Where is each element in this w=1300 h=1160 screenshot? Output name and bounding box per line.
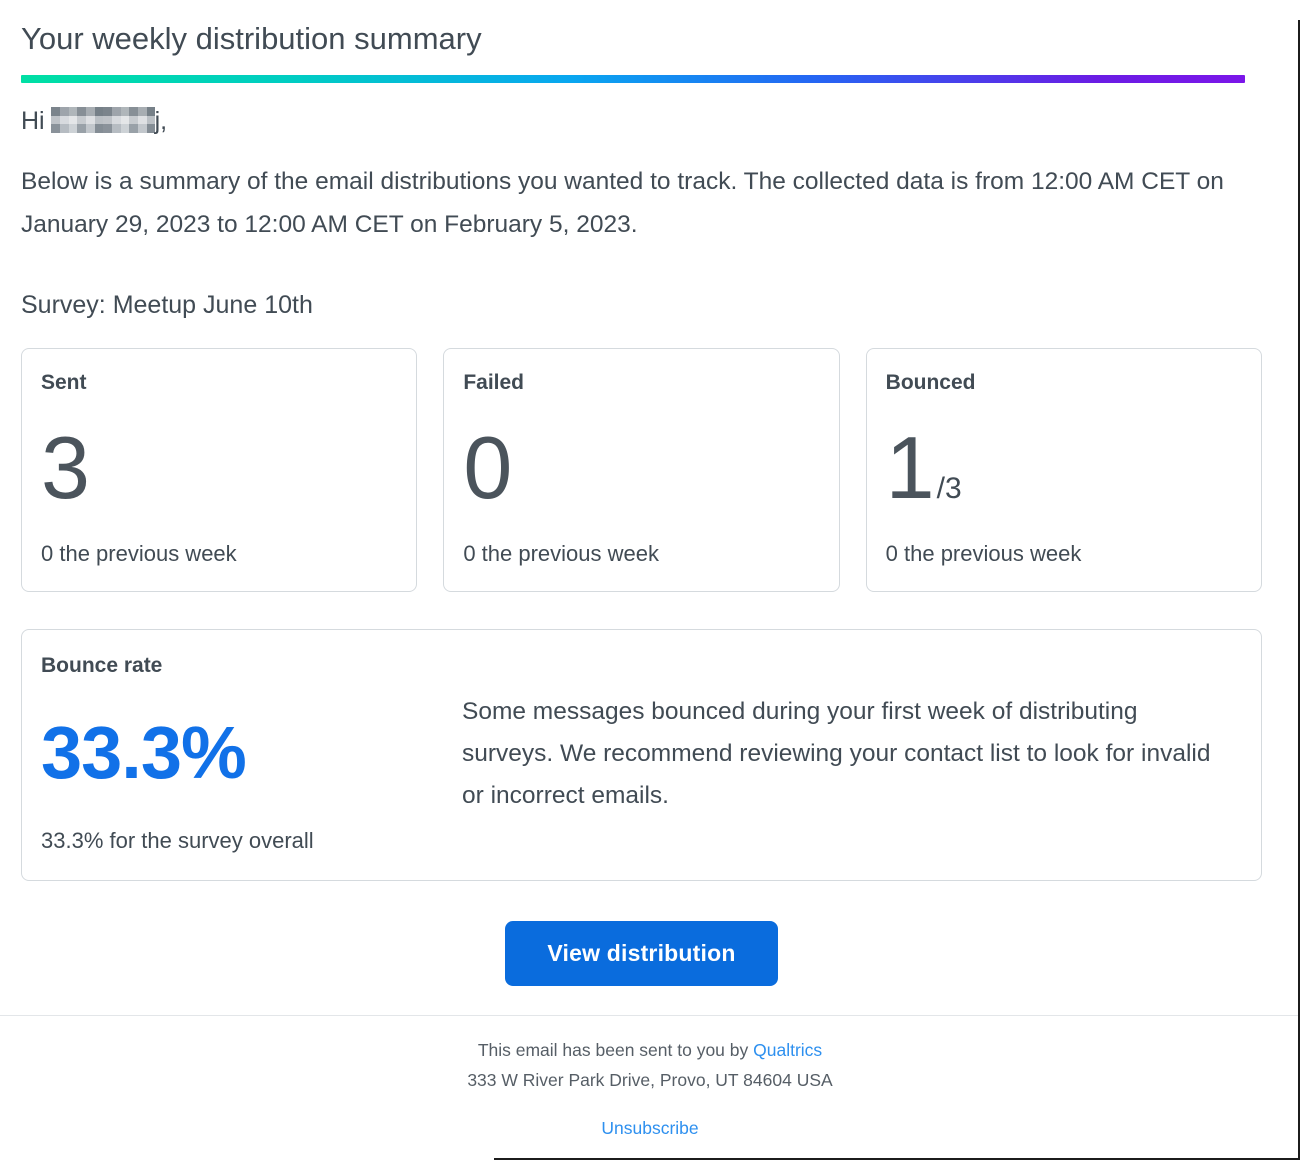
redacted-recipient-name: [50, 107, 155, 133]
greeting-line: Hi j,: [21, 106, 1262, 136]
stat-caption: 0 the previous week: [885, 541, 1082, 566]
email-footer: This email has been sent to you by Qualt…: [0, 1035, 1300, 1143]
cta-row: View distribution: [21, 921, 1262, 986]
stat-total: /3: [936, 472, 962, 505]
greeting-prefix: Hi: [21, 107, 45, 135]
email-content: Your weekly distribution summary Hi j, Be…: [0, 20, 1300, 986]
sent-by-text: This email has been sent to you by: [477, 1040, 754, 1060]
bounce-rate-left-column: Bounce rate 33.3% 33.3% for the survey o…: [41, 654, 426, 854]
brand-gradient-bar: [21, 75, 1245, 83]
sent-by-line: This email has been sent to you by Qualt…: [0, 1035, 1300, 1065]
stat-value: 1: [885, 418, 935, 517]
address-line: 333 W River Park Drive, Provo, UT 84604 …: [467, 1070, 833, 1090]
stat-value-row: 1/3: [886, 424, 1241, 512]
stat-value-row: 0: [463, 424, 818, 512]
bounce-rate-value: 33.3%: [41, 711, 247, 794]
footer-divider: [0, 1015, 1300, 1016]
stat-value: 3: [41, 418, 90, 517]
stat-card-sent: Sent 3 0 the previous week: [21, 348, 418, 592]
summary-intro-text: Below is a summary of the email distribu…: [21, 168, 1224, 238]
email-page: Your weekly distribution summary Hi j, Be…: [0, 20, 1300, 1160]
qualtrics-link[interactable]: Qualtrics: [753, 1040, 823, 1060]
stat-card-failed: Failed 0 0 the previous week: [443, 348, 840, 592]
bounce-rate-label: Bounce rate: [41, 654, 163, 677]
stat-caption: 0 the previous week: [41, 541, 237, 566]
screenshot-right-edge: [1298, 20, 1300, 1160]
stat-card-bounced: Bounced 1/3 0 the previous week: [865, 348, 1262, 592]
greeting-suffix: j,: [154, 107, 168, 135]
bounce-rate-card: Bounce rate 33.3% 33.3% for the survey o…: [21, 629, 1262, 881]
survey-name-heading: Survey: Meetup June 10th: [21, 291, 313, 319]
unsubscribe-link[interactable]: Unsubscribe: [601, 1118, 699, 1138]
stat-label: Failed: [463, 371, 525, 394]
bounce-rate-caption: 33.3% for the survey overall: [41, 828, 314, 853]
unsubscribe-row: Unsubscribe: [0, 1113, 1300, 1143]
stat-caption: 0 the previous week: [463, 541, 659, 566]
stat-label: Sent: [41, 371, 87, 394]
page-title: Your weekly distribution summary: [21, 21, 482, 56]
bounce-rate-message: Some messages bounced during your first …: [462, 698, 1211, 809]
stat-label: Bounced: [885, 371, 976, 394]
stats-row: Sent 3 0 the previous week Failed 0 0 th…: [21, 348, 1262, 592]
stat-value: 0: [463, 418, 512, 517]
stat-value-row: 3: [41, 424, 396, 512]
view-distribution-button[interactable]: View distribution: [505, 921, 778, 986]
